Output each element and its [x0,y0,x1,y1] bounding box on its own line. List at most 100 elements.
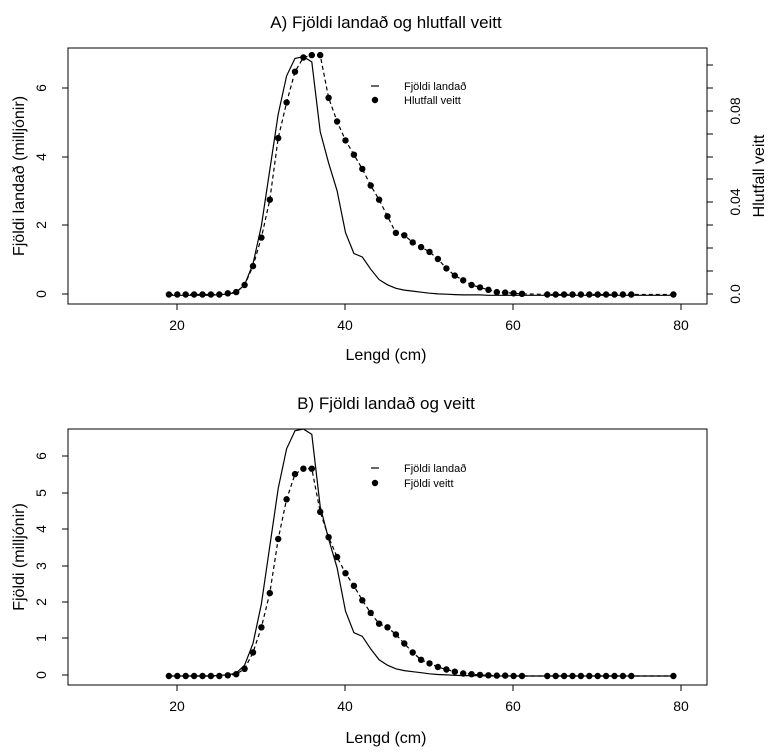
panel-a-series-2-point [359,165,366,173]
panel-a-title: A) Fjöldi landað og hlutfall veitt [270,13,502,32]
panel-b-x-tick: 20 [169,685,185,714]
panel-b-y-tick-label: 3 [33,562,49,570]
panel-b-series-2-point [317,508,324,516]
panel-b-series-2-point [384,624,391,631]
panel-b-series-2-point [619,672,627,680]
panel-b-series-2-point [233,671,240,678]
panel-b-series-2-point [426,660,433,667]
panel-a-series-2-point [628,291,635,298]
panel-b-series-2-point [266,589,273,597]
panel-a-x-tick-label: 80 [673,317,689,333]
panel-a-series-2-point [569,291,576,298]
panel-a-series-2-point [241,281,248,289]
panel-a-series-2-point [266,196,273,203]
panel-a-series-2-point [216,291,223,298]
panel-a-legend-entry: Fjöldi landað [404,81,466,93]
panel-b-series-2-point [518,672,526,680]
panel-b-series-2-point [510,672,517,680]
panel-b-series-2-point [409,649,416,656]
panel-b-series-2-point [417,656,425,663]
panel-b-series-2-point [258,624,265,631]
panel-a-series-2-point [409,239,416,246]
panel-b-legend-entry: Fjöldi veitt [404,478,454,490]
panel-b-series-2-point [283,496,290,503]
panel-a-y2-axis-label: Hlutfall veitt [751,134,768,217]
panel-b-x-ticks: 20 40 60 80 [169,685,689,714]
panel-b-series-2-point [300,465,307,472]
panel-a-series-2-point [275,134,282,142]
panel-a-y-tick: 6 [33,84,68,92]
panel-b-series-2-point [207,672,215,680]
panel-a-series-2-point [602,291,610,298]
panel-a-series-2-point [308,51,315,59]
panel-a-series-2-point [552,291,559,298]
panel-b-series-2-point [577,672,585,680]
panel-a-series-2-point [325,94,332,102]
panel-b-series-2-point [485,672,492,679]
panel-b-legend-entry: Fjöldi landað [404,463,466,475]
panel-a-series-2-point [434,255,442,263]
panel-b-series-2-point [291,470,299,478]
panel-b-series-2-point [308,465,315,472]
panel-b-x-tick-label: 20 [169,698,185,714]
panel-b-series-2-point [493,672,500,679]
panel-b-series-2-point [224,672,231,679]
panel-a-series-2-point [182,291,189,298]
panel-a-series-2-point [451,272,458,279]
panel-b-y-axis-label: Fjöldi (milljónir) [11,503,28,611]
panel-a-y-tick-label: 2 [33,221,49,229]
panel-b-series-2-point [460,670,467,677]
panel-b-series-2-point [443,666,450,673]
panel-a-series-2-point [342,137,349,144]
panel-a-x-tick: 60 [505,304,521,333]
panel-b-y-tick: 2 [33,598,68,606]
panel-a-series-2-point [199,291,206,298]
panel-a-x-tick-label: 60 [505,317,521,333]
panel-b-series [165,428,677,680]
panel-a-series-2-point [317,51,324,59]
panel-b-plot-frame [67,428,708,686]
panel-a-series-2-point [468,281,475,289]
panel-a-series-2-point [384,213,391,220]
panel-b-y-tick-label: 1 [33,634,49,642]
panel-b-series-2-point [165,672,173,680]
panel-b-series-2-point [552,672,559,680]
panel-a-series-2-point [594,291,601,298]
panel-b-title: B) Fjöldi landað og veitt [297,394,475,413]
panel-b-series-2-point [182,672,189,680]
panel-a-x-tick-label: 40 [337,317,353,333]
panel-a-x-tick-label: 20 [169,317,185,333]
panel-b-y-tick: 1 [33,634,68,642]
panel-b-series-2-point [586,672,593,680]
panel-b-series-2-point [249,649,257,656]
panel-a-series-2-point [670,291,677,298]
panel-a-series-2-point [392,229,400,237]
panel-b-series-2-point [594,672,601,680]
panel-a-x-tick: 40 [337,304,353,333]
panel-b-series-2-point [476,671,484,679]
panel-b-series-2-point [392,631,400,638]
panel-b-legend-dot-key [371,479,379,487]
panel-a-series-2-point [300,54,307,61]
panel-a-series-2-point [190,291,198,298]
panel-b-series-2-point [375,620,383,627]
panel-b-x-tick: 80 [673,685,689,714]
panel-b-series-2-point [569,672,576,680]
panel-a-y-axis-label: Fjöldi landað (milljónir) [11,96,28,256]
panel-b-series-2-point [611,672,618,680]
panel-b-series-2-point [451,668,458,675]
panel-a-series-2-point [233,288,240,296]
panel-a-series-2-point [249,262,257,270]
panel-a-y-ticks: 0 2 4 6 [33,84,68,298]
panel-b-series-2-point [670,672,677,680]
panel-a: A) Fjöldi landað og hlutfall veitt 20 40… [11,13,768,364]
panel-a-series-2-point [291,68,299,75]
panel-a-series-2-point [258,234,265,241]
panel-a-series-2-point [560,291,568,298]
panel-a-legend-entry: Hlutfall veitt [404,95,461,107]
panel-b-series-2-point [216,672,223,680]
panel-b-y-tick-label: 4 [33,525,49,533]
panel-a-y-tick-label: 0 [33,290,49,298]
panel-b: B) Fjöldi landað og veitt 20 40 60 80 0 … [11,394,708,747]
